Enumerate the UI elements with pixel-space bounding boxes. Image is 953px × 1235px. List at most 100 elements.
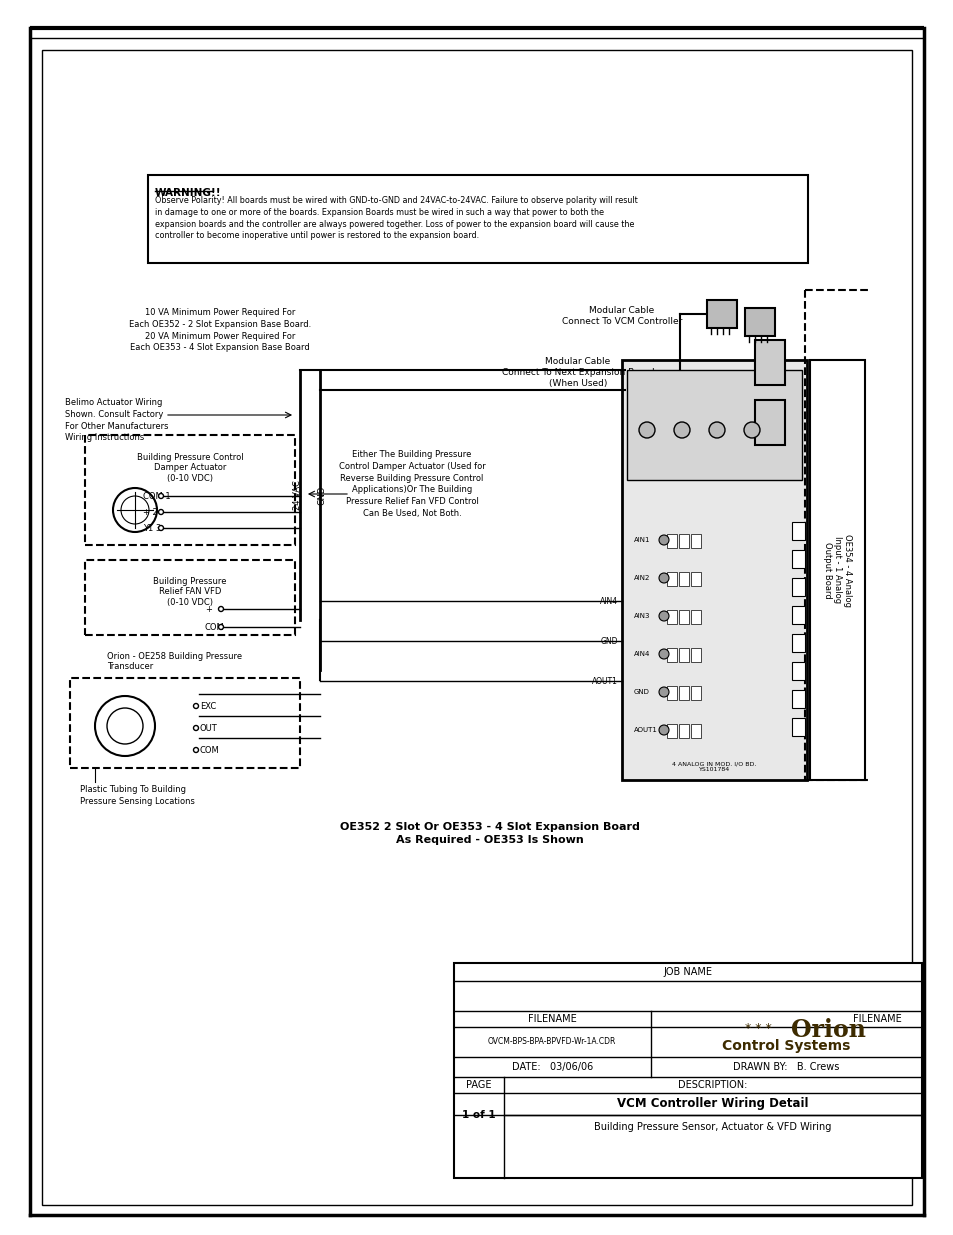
Circle shape: [659, 611, 668, 621]
Text: AIN4: AIN4: [599, 597, 618, 605]
Bar: [666, 648, 677, 662]
Text: Orion: Orion: [790, 1018, 865, 1042]
Bar: [791, 606, 804, 624]
Bar: [791, 662, 804, 680]
Text: AOUT1: AOUT1: [634, 727, 658, 734]
Bar: [70, 678, 299, 768]
Text: Plastic Tubing To Building
Pressure Sensing Locations: Plastic Tubing To Building Pressure Sens…: [80, 785, 194, 805]
Circle shape: [107, 708, 143, 743]
Text: Modular Cable
Connect To VCM Controller: Modular Cable Connect To VCM Controller: [561, 306, 681, 326]
Text: DRAWN BY:   B. Crews: DRAWN BY: B. Crews: [732, 1062, 839, 1072]
Circle shape: [743, 422, 760, 438]
Bar: [626, 370, 801, 480]
Text: AOUT1: AOUT1: [592, 677, 618, 685]
Bar: [666, 534, 677, 548]
Text: +: +: [205, 604, 212, 614]
Text: FILENAME: FILENAME: [527, 1014, 576, 1024]
Bar: [679, 685, 688, 700]
Text: 24 VAC: 24 VAC: [294, 480, 302, 510]
Text: Building Pressure Sensor, Actuator & VFD Wiring: Building Pressure Sensor, Actuator & VFD…: [594, 1121, 831, 1131]
Circle shape: [193, 704, 198, 709]
Text: VCM Controller Wiring Detail: VCM Controller Wiring Detail: [617, 1098, 808, 1110]
Bar: [85, 559, 294, 635]
Bar: [85, 435, 294, 545]
Bar: [666, 572, 677, 585]
Text: GND: GND: [634, 689, 649, 695]
Bar: [744, 308, 774, 336]
Bar: [679, 572, 688, 585]
Bar: [679, 648, 688, 662]
Bar: [690, 724, 700, 739]
Bar: [791, 522, 804, 540]
Text: Belimo Actuator Wiring
Shown. Consult Factory
For Other Manufacturers
Wiring Ins: Belimo Actuator Wiring Shown. Consult Fa…: [65, 398, 169, 442]
Circle shape: [121, 496, 149, 524]
Circle shape: [193, 747, 198, 752]
Bar: [679, 724, 688, 739]
Bar: [690, 648, 700, 662]
Bar: [754, 340, 784, 385]
Bar: [666, 724, 677, 739]
Circle shape: [158, 526, 163, 531]
Circle shape: [673, 422, 689, 438]
Text: Modular Cable
Connect To Next Expansion Board
(When Used): Modular Cable Connect To Next Expansion …: [501, 357, 654, 388]
Bar: [679, 610, 688, 624]
Bar: [791, 578, 804, 597]
Text: Control Systems: Control Systems: [721, 1039, 849, 1053]
Text: WARNING!!: WARNING!!: [154, 188, 221, 198]
Text: Observe Polarity! All boards must be wired with GND-to-GND and 24VAC-to-24VAC. F: Observe Polarity! All boards must be wir…: [154, 196, 638, 241]
Bar: [666, 685, 677, 700]
Circle shape: [158, 510, 163, 515]
Text: AIN3: AIN3: [634, 613, 650, 619]
Bar: [791, 550, 804, 568]
Bar: [679, 534, 688, 548]
Circle shape: [659, 725, 668, 735]
Text: DATE:   03/06/06: DATE: 03/06/06: [511, 1062, 592, 1072]
Bar: [621, 359, 806, 781]
Circle shape: [659, 650, 668, 659]
Text: 4 ANALOG IN MOD. I/O BD.
YS101784: 4 ANALOG IN MOD. I/O BD. YS101784: [672, 761, 756, 772]
Circle shape: [112, 488, 157, 532]
Circle shape: [659, 687, 668, 697]
Text: EXC: EXC: [200, 701, 216, 710]
Bar: [754, 400, 784, 445]
Circle shape: [95, 697, 154, 756]
Text: GND: GND: [317, 485, 326, 505]
Text: FILENAME: FILENAME: [852, 1014, 901, 1024]
Text: 1 of 1: 1 of 1: [461, 1110, 496, 1120]
Text: Y1 3: Y1 3: [143, 524, 161, 532]
Bar: [706, 300, 737, 329]
Text: OUT: OUT: [200, 724, 217, 732]
Text: PAGE: PAGE: [466, 1079, 491, 1091]
Text: Building Pressure
Relief FAN VFD
(0-10 VDC): Building Pressure Relief FAN VFD (0-10 V…: [153, 577, 227, 606]
Circle shape: [218, 606, 223, 611]
Bar: [690, 534, 700, 548]
Text: OE352 2 Slot Or OE353 - 4 Slot Expansion Board
As Required - OE353 Is Shown: OE352 2 Slot Or OE353 - 4 Slot Expansion…: [339, 823, 639, 845]
Circle shape: [659, 573, 668, 583]
Text: AIN4: AIN4: [634, 651, 650, 657]
Text: GND: GND: [599, 636, 618, 646]
Text: Either The Building Pressure
Control Damper Actuator (Used for
Reverse Building : Either The Building Pressure Control Dam…: [338, 450, 485, 517]
Text: JOB NAME: JOB NAME: [662, 967, 712, 977]
Text: OVCM-BPS-BPA-BPVFD-Wr-1A.CDR: OVCM-BPS-BPA-BPVFD-Wr-1A.CDR: [488, 1037, 616, 1046]
Circle shape: [708, 422, 724, 438]
Bar: [148, 175, 807, 263]
Circle shape: [218, 625, 223, 630]
Circle shape: [659, 535, 668, 545]
Text: * * *: * * *: [743, 1021, 770, 1035]
Circle shape: [193, 725, 198, 730]
Bar: [809, 359, 864, 781]
Bar: [690, 685, 700, 700]
Text: AIN2: AIN2: [634, 576, 650, 580]
Bar: [791, 690, 804, 708]
Text: DESCRIPTION:: DESCRIPTION:: [678, 1079, 747, 1091]
Bar: [454, 963, 921, 1178]
Text: Building Pressure Control
Damper Actuator
(0-10 VDC): Building Pressure Control Damper Actuato…: [136, 453, 243, 483]
Circle shape: [639, 422, 655, 438]
Text: COM: COM: [200, 746, 219, 755]
Circle shape: [158, 494, 163, 499]
Bar: [791, 634, 804, 652]
Bar: [791, 718, 804, 736]
Text: OE354 - 4 Analog
Input - 1 Analog
Output Board: OE354 - 4 Analog Input - 1 Analog Output…: [821, 534, 852, 606]
Text: Orion - OE258 Building Pressure
Transducer: Orion - OE258 Building Pressure Transduc…: [107, 652, 242, 672]
Bar: [690, 572, 700, 585]
